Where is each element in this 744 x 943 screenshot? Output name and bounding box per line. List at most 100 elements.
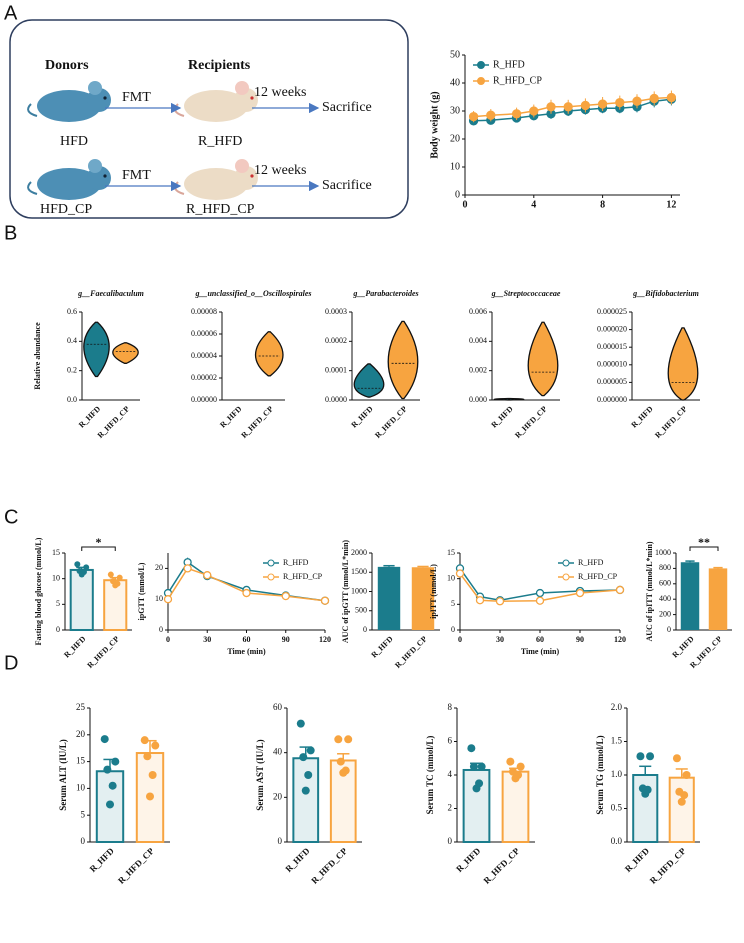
data-point — [108, 781, 117, 790]
recipient-mouse — [174, 159, 258, 200]
data-point — [467, 744, 476, 753]
x-tick-label: R_HFD — [283, 845, 312, 874]
chart-title: g__Parabacteroides — [352, 289, 418, 298]
legend-label: R_HFD — [283, 558, 309, 567]
data-point — [486, 110, 496, 120]
y-tick-label: 6 — [448, 736, 453, 746]
data-point — [615, 585, 625, 595]
y-tick-label: 0.00004 — [191, 351, 217, 360]
y-tick-label: 0 — [363, 625, 367, 634]
recipient-mouse — [174, 81, 258, 122]
data-point — [301, 786, 310, 795]
data-point — [666, 92, 677, 103]
x-tick-label: 120 — [319, 635, 331, 644]
y-tick-label: 0.0003 — [325, 307, 347, 316]
donors-label: Donors — [45, 58, 89, 73]
violin — [353, 363, 385, 398]
y-tick-label: 5 — [56, 599, 60, 608]
data-point — [148, 771, 157, 779]
diagram-frame — [9, 19, 409, 219]
panel-label: D — [4, 652, 18, 674]
data-point — [242, 588, 251, 598]
x-tick-label: R_HFD_CP — [85, 634, 121, 670]
y-tick-label: 0.000015 — [597, 342, 627, 351]
x-axis-label: Time (min) — [521, 647, 560, 656]
data-point — [320, 596, 330, 605]
chart: 0 10 20 ipGTT (mmol/L) 0 30 60 90 120 Time (min) R… — [137, 553, 331, 656]
x-tick-label: R_HFD — [670, 634, 695, 659]
y-tick-label: 0.00002 — [191, 373, 217, 382]
data-point — [529, 106, 539, 116]
y-tick-label: 10 — [447, 573, 455, 582]
y-tick-label: 0.00006 — [191, 329, 217, 338]
x-tick-label: 60 — [536, 635, 544, 644]
significance-label: ** — [698, 535, 710, 549]
data-point — [575, 588, 585, 598]
y-tick-label: 0.000025 — [597, 307, 627, 316]
data-point — [83, 564, 90, 571]
chart: 0.0000 0.0001 0.0002 0.0003 g__Parabacteroid… — [325, 289, 420, 440]
bar — [69, 568, 94, 632]
data-point — [672, 754, 681, 763]
x-tick-label: R_HFD_CP — [513, 404, 549, 440]
data-point — [281, 591, 290, 601]
x-tick-label: R_HFD_CP — [309, 845, 349, 885]
x-tick-label: R_HFD — [369, 634, 394, 659]
violin — [527, 321, 559, 397]
y-tick-label: 5 — [451, 599, 455, 608]
y-axis-label: ipITT (mmol/L) — [429, 564, 438, 619]
y-tick-label: 1500 — [351, 567, 367, 576]
data-point — [111, 757, 120, 766]
y-tick-label: 5 — [81, 809, 86, 819]
duration-label: 12 weeks — [254, 163, 307, 178]
data-point — [455, 569, 465, 578]
y-tick-label: 2 — [448, 803, 453, 813]
data-point — [336, 757, 345, 766]
series-line — [459, 573, 621, 603]
y-tick-label: 0.00008 — [191, 307, 217, 316]
data-point — [151, 741, 160, 750]
significance-label: * — [96, 535, 102, 549]
y-tick-label: 0.5 — [611, 803, 623, 813]
x-tick-label: R_HFD_CP — [393, 634, 429, 670]
data-point — [649, 93, 659, 104]
data-point — [203, 571, 212, 580]
y-tick-label: 10 — [450, 161, 460, 172]
x-tick-label: 90 — [282, 635, 290, 644]
data-point — [472, 784, 481, 793]
x-tick-label: 30 — [203, 635, 211, 644]
y-tick-label: 0.2 — [67, 365, 77, 374]
chart-title: g__Bifidobacterium — [632, 289, 699, 298]
x-tick-label: R_HFD — [629, 404, 654, 429]
data-point — [475, 596, 485, 605]
bar — [668, 776, 695, 843]
x-tick-label: 0 — [458, 635, 462, 644]
fmt-diagram: Donors Recipients FMT 12 weeks Sacrifice… — [9, 19, 409, 219]
panel-label: C — [4, 506, 18, 528]
violin — [667, 327, 699, 401]
transfer-label: FMT — [122, 168, 151, 183]
y-tick-label: 40 — [273, 747, 283, 757]
chart: 0 10 20 30 40 50 Body weight (g) 0 4 8 12 R_HFD R_HF… — [429, 49, 680, 210]
y-tick-label: 0.002 — [469, 365, 487, 374]
x-tick-label: 12 — [666, 199, 676, 210]
y-tick-label: 400 — [659, 594, 671, 603]
x-tick-label: R_HFD — [489, 404, 514, 429]
y-tick-label: 60 — [273, 702, 283, 712]
x-tick-label: R_HFD — [218, 404, 243, 429]
data-point — [112, 582, 119, 589]
data-point — [116, 574, 123, 581]
y-tick-label: 0 — [159, 625, 163, 634]
data-point — [615, 97, 625, 108]
data-point — [78, 571, 85, 578]
y-tick-label: 15 — [447, 548, 455, 557]
legend-label: R_HFD — [493, 59, 525, 70]
y-tick-label: 0.000020 — [597, 324, 627, 333]
bar — [708, 568, 728, 630]
chart: 0 5 10 15 Fasting blood glucose (mmol/L) * R_H… — [34, 535, 132, 670]
y-tick-label: 10 — [52, 573, 60, 582]
legend-marker — [477, 77, 485, 85]
data-point — [597, 99, 608, 109]
bar — [411, 567, 435, 630]
